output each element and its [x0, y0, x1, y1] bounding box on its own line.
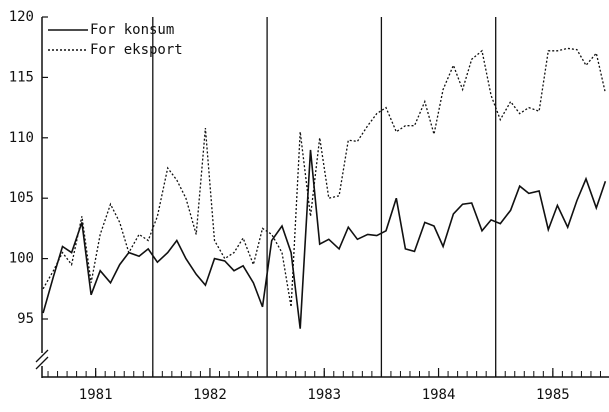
y-tick-label: 110 [9, 130, 34, 146]
y-tick-label: 100 [9, 251, 34, 267]
x-tick-label: 1981 [79, 387, 113, 403]
x-tick-label: 1982 [193, 387, 227, 403]
y-tick-label: 105 [9, 190, 34, 206]
x-tick-label: 1983 [307, 387, 341, 403]
legend-label: For konsum [90, 22, 174, 38]
x-tick-label: 1985 [536, 387, 570, 403]
axis-break [35, 349, 49, 370]
series-line [42, 149, 607, 329]
y-tick-label: 120 [9, 9, 34, 25]
y-tick-label: 115 [9, 69, 34, 85]
series-line [42, 47, 607, 308]
y-tick-label: 95 [17, 311, 34, 327]
legend-label: For eksport [90, 42, 183, 58]
x-tick-label: 1984 [422, 387, 456, 403]
